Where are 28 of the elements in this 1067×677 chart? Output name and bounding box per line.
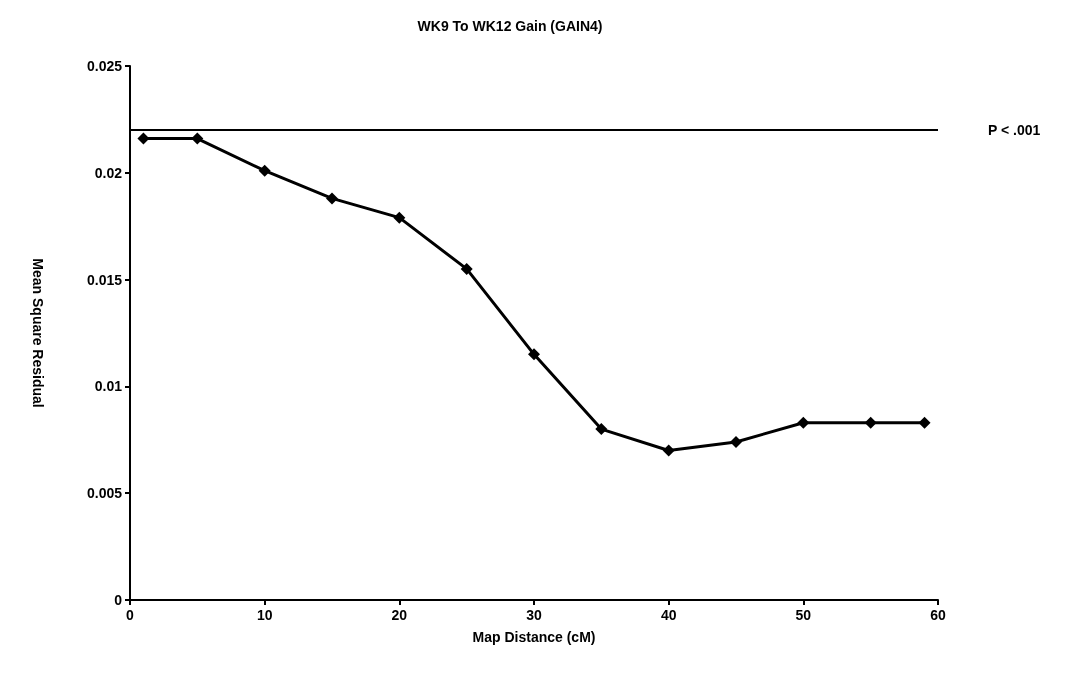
point bbox=[662, 444, 675, 457]
x-tick-label: 20 bbox=[391, 607, 408, 623]
x-tick-label: 0 bbox=[126, 607, 135, 623]
point bbox=[460, 262, 473, 275]
y-axis-title: Mean Square Residual bbox=[30, 258, 46, 408]
x-tick-label: 30 bbox=[526, 607, 542, 623]
point bbox=[326, 192, 338, 205]
point bbox=[918, 416, 931, 429]
point bbox=[595, 423, 608, 436]
point bbox=[393, 211, 406, 224]
y-tick-label: 0.02 bbox=[94, 164, 123, 181]
x-tick-label: 40 bbox=[660, 607, 677, 623]
point bbox=[797, 416, 810, 429]
x-tick-label: 60 bbox=[930, 607, 946, 623]
x-tick-label: 10 bbox=[256, 607, 273, 623]
y-tick-label: 0.015 bbox=[86, 271, 123, 288]
point bbox=[258, 164, 271, 177]
x-axis-title: Map Distance (cM) bbox=[472, 629, 596, 645]
ref-line-label: P < .001 bbox=[988, 122, 1041, 139]
point bbox=[730, 435, 742, 448]
y-tick-label: 0.025 bbox=[86, 58, 123, 74]
x-tick-label: 50 bbox=[795, 607, 812, 623]
y-tick-label: 0.01 bbox=[94, 378, 123, 395]
y-tick-label: 0 bbox=[114, 592, 123, 608]
point bbox=[528, 348, 540, 361]
point bbox=[864, 416, 877, 429]
y-tick-label: 0.005 bbox=[86, 485, 123, 502]
chart-title: WK9 To WK12 Gain (GAIN4) bbox=[417, 18, 603, 34]
